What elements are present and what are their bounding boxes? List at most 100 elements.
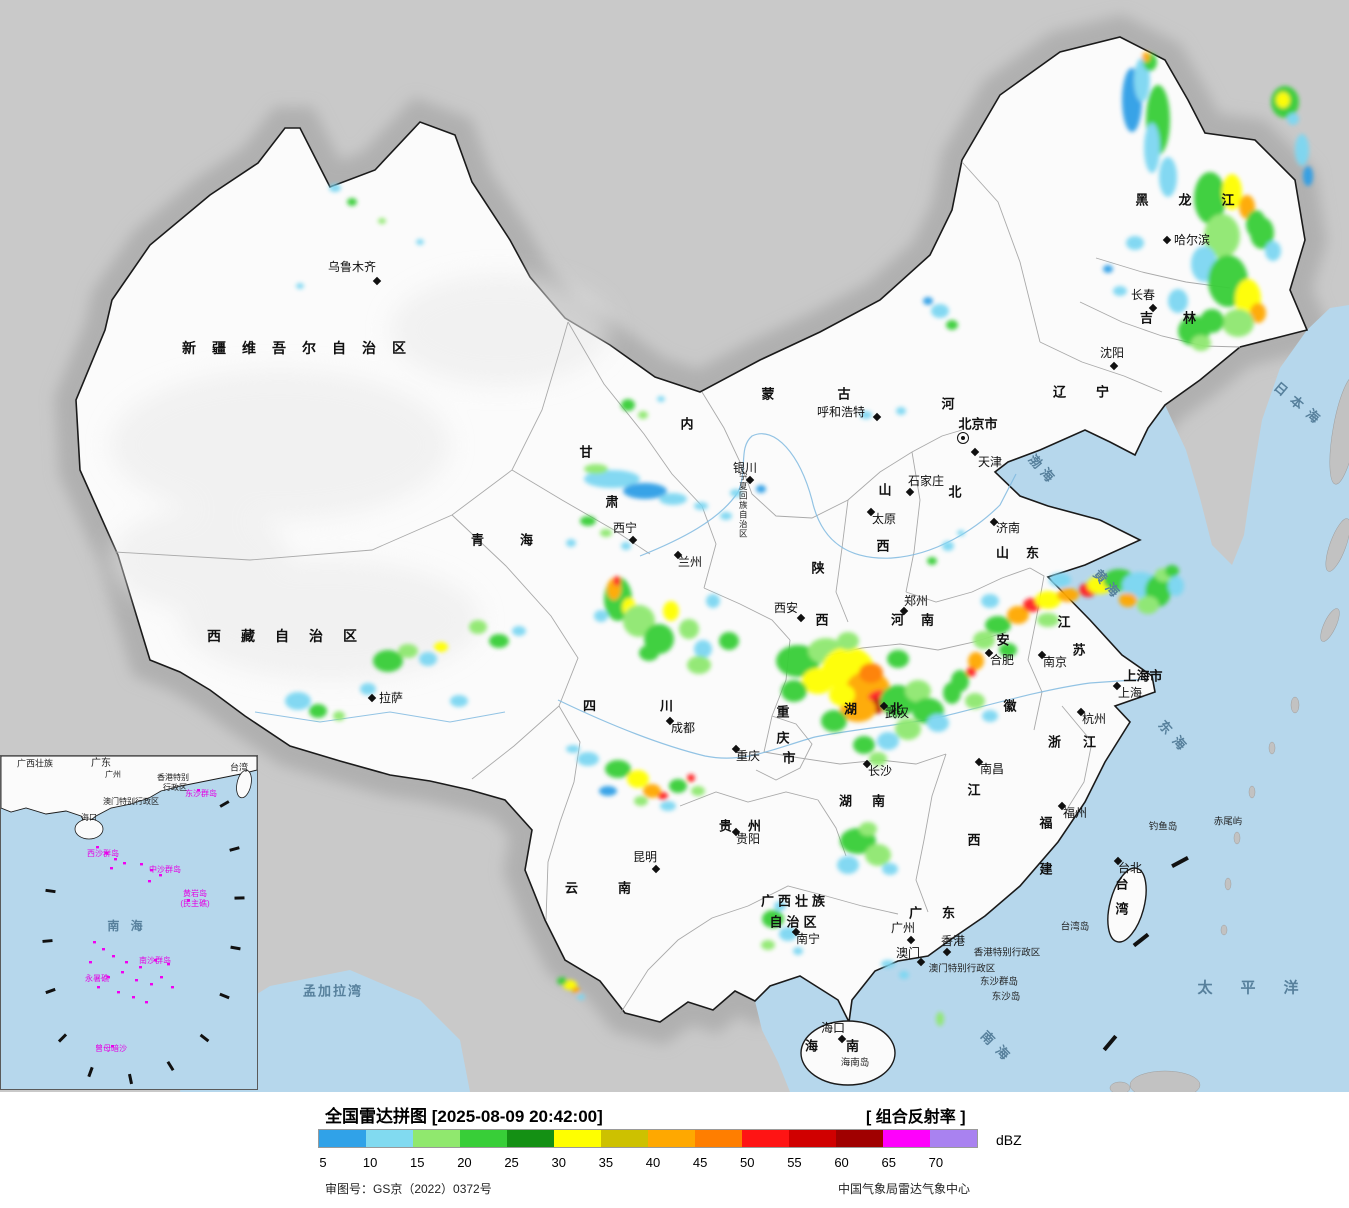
dbz-colorbar — [318, 1129, 978, 1148]
radar-echo — [882, 863, 898, 875]
radar-echo — [378, 218, 386, 224]
inset-mainland — [1, 756, 257, 825]
radar-echo — [639, 645, 659, 661]
radar-echo — [557, 977, 567, 985]
radar-echo — [1250, 303, 1266, 323]
radar-echo — [638, 411, 648, 419]
legend-color-40 — [648, 1130, 695, 1147]
province-boundaries — [114, 161, 1241, 1015]
legend-value: 10 — [362, 1155, 378, 1170]
legend-color-65 — [883, 1130, 930, 1147]
radar-echo — [1137, 596, 1159, 614]
product-label: [ 组合反射率 ] — [866, 1109, 966, 1126]
radar-echo — [577, 752, 599, 766]
radar-echo — [1165, 565, 1179, 577]
inset-taiwan — [236, 769, 252, 799]
boundary-dash — [234, 896, 245, 900]
radar-echo — [837, 856, 859, 874]
radar-echo — [869, 752, 887, 766]
radar-echo — [450, 695, 468, 707]
island-speck — [97, 986, 100, 989]
radar-echo — [859, 663, 883, 683]
island-speck — [93, 941, 96, 944]
radar-echo — [613, 576, 621, 586]
boundary-dash — [219, 800, 230, 808]
island-speck — [111, 1045, 114, 1048]
radar-echo — [1144, 123, 1160, 173]
radar-echo — [936, 1012, 944, 1026]
legend-value: 40 — [645, 1155, 661, 1170]
radar-echo — [329, 184, 341, 192]
radar-echo — [512, 626, 526, 636]
radar-echo — [1159, 157, 1177, 197]
inset-island-specks — [89, 789, 200, 1048]
island-speck — [150, 983, 153, 986]
radar-echo — [821, 710, 847, 732]
radar-echo — [660, 801, 676, 811]
radar-echo — [1113, 286, 1127, 296]
hainan-island — [800, 1020, 896, 1086]
legend-value: 45 — [692, 1155, 708, 1170]
island-speck — [148, 880, 151, 883]
boundary-dash — [127, 1073, 134, 1085]
island-speck — [110, 867, 113, 870]
radar-echo — [584, 464, 608, 474]
radar-echo — [923, 297, 933, 305]
legend-value: 30 — [551, 1155, 566, 1170]
legend-color-45 — [695, 1130, 742, 1147]
radar-echo — [694, 640, 712, 658]
radar-echo — [577, 994, 585, 1000]
radar-echo — [899, 971, 909, 979]
radar-echo — [793, 947, 803, 955]
inset-hainan — [74, 818, 104, 840]
radar-echo — [1037, 613, 1059, 627]
radar-echo — [691, 786, 705, 796]
radar-echo — [860, 411, 872, 419]
radar-echo — [1007, 606, 1029, 624]
island-speck — [125, 961, 128, 964]
radar-echo — [333, 711, 345, 721]
radar-echo — [1191, 335, 1211, 351]
radar-echo — [774, 901, 786, 911]
radar-echo — [627, 770, 649, 788]
radar-echo — [347, 198, 357, 206]
radar-echo — [1276, 92, 1290, 108]
radar-echo — [762, 910, 784, 928]
radar-echo — [877, 732, 899, 750]
radar-echo — [1222, 174, 1242, 210]
radar-echo — [600, 529, 612, 537]
island-speck — [89, 961, 92, 964]
radar-echo — [779, 927, 797, 941]
island-speck — [105, 852, 108, 855]
radar-echo — [419, 652, 437, 666]
radar-echo — [1168, 576, 1184, 596]
island-speck — [112, 955, 115, 958]
radar-echo — [973, 631, 995, 649]
island-speck — [140, 863, 143, 866]
radar-echo — [584, 470, 640, 488]
radar-echo — [679, 619, 699, 639]
radar-echo — [957, 530, 965, 536]
legend-value: 50 — [740, 1155, 755, 1170]
legend-value: 60 — [834, 1155, 849, 1170]
radar-echo — [594, 610, 608, 622]
island-speck — [117, 991, 120, 994]
china-radar-map: 新疆维吾尔自治区 西藏自治区 青海甘肃内蒙古河北黑龙江 吉林 辽宁山西山东 河南陕西江苏安… — [0, 0, 1349, 1092]
radar-echo — [621, 542, 631, 550]
radar-echo — [837, 632, 859, 650]
radar-echo — [1049, 573, 1071, 587]
radar-echo — [1287, 113, 1299, 125]
island-speck — [171, 986, 174, 989]
radar-echo — [881, 960, 895, 968]
boundary-dash — [219, 992, 230, 1000]
radar-echo — [756, 485, 766, 493]
island-speck — [150, 869, 153, 872]
legend-value: 15 — [410, 1155, 425, 1170]
radar-echo — [360, 683, 376, 695]
radar-echo — [1126, 236, 1144, 250]
radar-echo — [309, 704, 327, 718]
legend-color-20 — [460, 1130, 507, 1147]
legend-value: 70 — [928, 1155, 944, 1170]
radar-echo — [859, 822, 877, 836]
legend-color-70 — [930, 1130, 977, 1147]
